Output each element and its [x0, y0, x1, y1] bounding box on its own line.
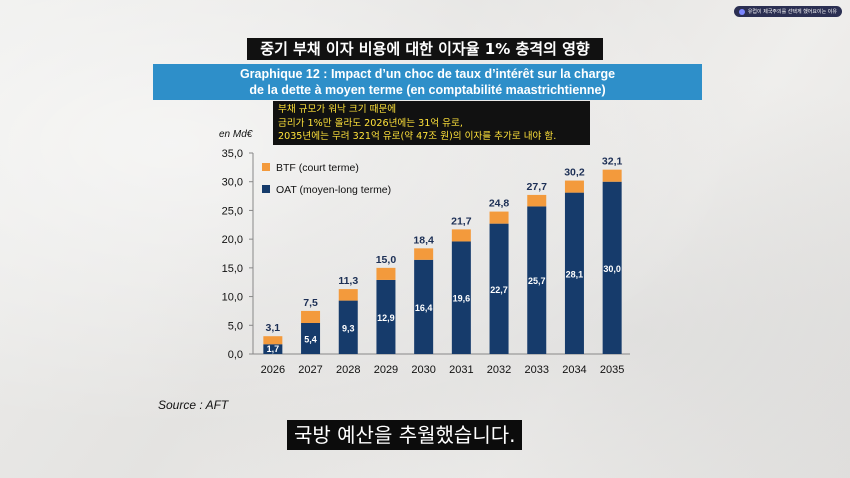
legend-btf-swatch [262, 163, 270, 171]
y-tick-label: 20,0 [222, 234, 243, 246]
bar-total-label: 27,7 [527, 181, 548, 193]
bar-total-label: 3,1 [266, 322, 281, 334]
y-tick-label: 5,0 [228, 320, 243, 332]
legend-btf-label: BTF (court terme) [276, 162, 359, 174]
korean-title: 중기 부채 이자 비용에 대한 이자율 1% 충격의 영향 [247, 38, 603, 60]
bar-oat-label: 30,0 [603, 264, 621, 274]
bar-btf [338, 289, 358, 301]
y-tick-label: 15,0 [222, 263, 243, 275]
bar-btf [301, 310, 321, 323]
bar-btf [602, 169, 622, 182]
x-tick-label: 2032 [487, 364, 511, 376]
bar-btf [263, 336, 283, 345]
bar-btf [489, 211, 509, 224]
x-tick-label: 2027 [298, 364, 322, 376]
bar-oat [376, 279, 396, 354]
bar-oat-label: 5,4 [304, 334, 317, 344]
bar-total-label: 32,1 [602, 156, 623, 168]
x-tick-label: 2033 [525, 364, 549, 376]
bar-oat-label: 12,9 [377, 313, 395, 323]
x-tick-label: 2031 [449, 364, 473, 376]
legend-oat-swatch [262, 185, 270, 193]
channel-badge[interactable]: 유럽이 제국주의를 선택게 했어요이는 이유 [733, 6, 842, 17]
video-subtitle: 국방 예산을 추월했습니다. [287, 420, 523, 450]
bar-oat-label: 25,7 [528, 276, 546, 286]
channel-label: 유럽이 제국주의를 선택게 했어요이는 이유 [747, 9, 837, 15]
annotation-line: 금리가 1%만 올라도 2026년에는 31억 유로, [278, 117, 463, 129]
bar-btf [376, 267, 396, 280]
bar-oat [489, 223, 509, 354]
bar-total-label: 21,7 [451, 215, 472, 227]
y-axis-label: en Md€ [219, 129, 253, 140]
bar-oat [414, 259, 434, 354]
bar-btf [527, 194, 547, 207]
bar-total-label: 18,4 [413, 234, 434, 246]
x-tick-label: 2026 [261, 364, 285, 376]
chart-header-line-2: de la dette à moyen terme (en comptabili… [249, 83, 606, 97]
legend-oat-label: OAT (moyen-long terme) [276, 184, 391, 196]
bar-oat-label: 19,6 [453, 294, 471, 304]
bar-oat [527, 206, 547, 354]
y-tick-label: 10,0 [222, 292, 243, 304]
bar-total-label: 11,3 [338, 275, 358, 287]
bar-oat-label: 28,1 [566, 269, 584, 279]
bar-oat-label: 22,7 [490, 285, 508, 295]
y-tick-label: 30,0 [222, 177, 243, 189]
bar-btf [451, 229, 471, 242]
bar-total-label: 24,8 [489, 198, 510, 210]
bar-oat [263, 344, 283, 354]
x-tick-label: 2029 [374, 364, 398, 376]
y-tick-label: 25,0 [222, 205, 243, 217]
bar-oat [338, 300, 358, 354]
bar-btf [564, 180, 584, 193]
x-tick-label: 2030 [411, 364, 435, 376]
bar-total-label: 7,5 [303, 297, 318, 309]
bar-oat [451, 241, 471, 354]
y-tick-label: 35,0 [222, 148, 243, 160]
chart-header-line-1: Graphique 12 : Impact d’un choc de taux … [239, 67, 616, 81]
bar-oat-label: 16,4 [415, 303, 433, 313]
annotation-line: 부채 규모가 워낙 크기 때문에 [278, 104, 397, 115]
x-tick-label: 2035 [600, 364, 624, 376]
bar-total-label: 30,2 [564, 167, 585, 179]
bar-oat-label: 9,3 [342, 323, 355, 333]
bar-total-label: 15,0 [376, 254, 397, 266]
chart-header: Graphique 12 : Impact d’un choc de taux … [153, 64, 702, 100]
annotation-line: 2035년에는 무려 321억 유로(약 47조 원)의 이자를 추가로 내야 … [278, 131, 557, 142]
x-tick-label: 2028 [336, 364, 360, 376]
source-note: Source : AFT [158, 398, 229, 412]
y-tick-label: 0,0 [228, 349, 243, 361]
annotation-box: 부채 규모가 워낙 크기 때문에 금리가 1%만 올라도 2026년에는 31억… [273, 101, 590, 145]
channel-avatar-icon [738, 8, 745, 15]
bar-oat [602, 181, 622, 354]
bar-oat-label: 1,7 [267, 344, 280, 354]
x-tick-label: 2034 [562, 364, 586, 376]
bar-btf [414, 248, 434, 260]
bar-oat [301, 322, 321, 354]
bar-oat [564, 192, 584, 354]
